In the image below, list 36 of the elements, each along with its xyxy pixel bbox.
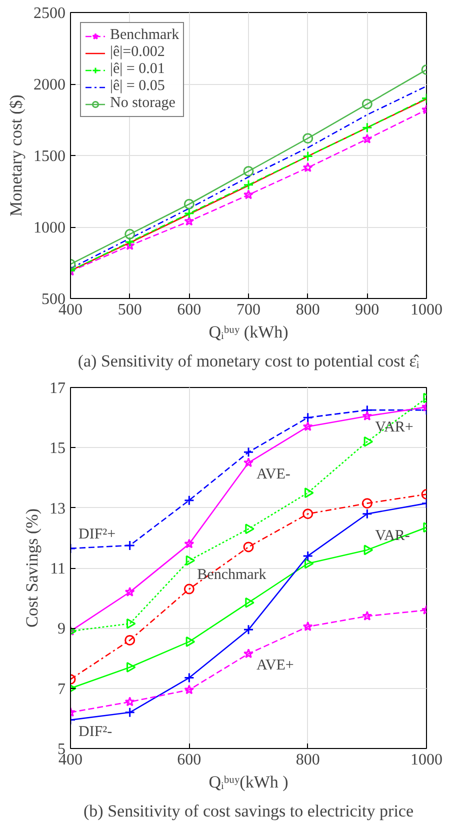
x-tick-label: 700 xyxy=(236,302,260,318)
y-tick-label: 11 xyxy=(50,560,66,578)
legend-label: |ê|=0.002 xyxy=(110,44,165,61)
y-axis-title: Monetary cost ($) xyxy=(6,94,26,216)
x-tick-label: 1000 xyxy=(410,302,442,318)
legend-label: |ê| = 0.01 xyxy=(110,61,165,78)
annotation: DIF²- xyxy=(78,724,112,740)
text: (a) Sensitivity of monetary cost to potential cost ε̂ᵢ xyxy=(78,352,420,370)
y-tick-label: 1500 xyxy=(34,148,66,165)
x-tick-label: 800 xyxy=(296,302,320,318)
y-tick-label: 17 xyxy=(50,380,66,397)
y-tick-label: 7 xyxy=(58,680,66,698)
annotation: AVE- xyxy=(256,466,290,483)
legend-label: No storage xyxy=(110,95,176,112)
y-tick-label: 1000 xyxy=(34,220,66,236)
annotation: AVE+ xyxy=(256,658,294,674)
legend-label: Benchmark xyxy=(110,27,180,44)
y-tick-label: 13 xyxy=(50,500,66,518)
annotation: DIF²+ xyxy=(78,526,116,542)
x-axis-title: Qᵢᵇᵘʸ(kWh ) xyxy=(208,772,288,792)
y-tick-label: 2500 xyxy=(34,5,66,22)
x-tick-label: 900 xyxy=(355,302,380,318)
x-tick-label: 600 xyxy=(177,302,202,318)
text: (b) Sensitivity of cost savings to electricity price xyxy=(83,802,414,820)
y-axis-title: Cost Savings (%) xyxy=(22,508,42,628)
legend-label: |ê| = 0.05 xyxy=(110,78,165,95)
x-tick-label: 800 xyxy=(296,752,320,768)
y-tick-label: 2000 xyxy=(34,76,66,94)
x-tick-label: 500 xyxy=(118,302,142,318)
x-axis-title: Qᵢᵇᵘʸ (kWh) xyxy=(208,322,288,342)
y-tick-label: 15 xyxy=(50,440,66,458)
x-tick-label: 600 xyxy=(177,752,202,768)
y-tick-label: 9 xyxy=(58,620,66,638)
x-tick-label: 1000 xyxy=(410,752,442,768)
annotation: Benchmark xyxy=(197,567,267,584)
annotation: VAR+ xyxy=(375,420,414,436)
